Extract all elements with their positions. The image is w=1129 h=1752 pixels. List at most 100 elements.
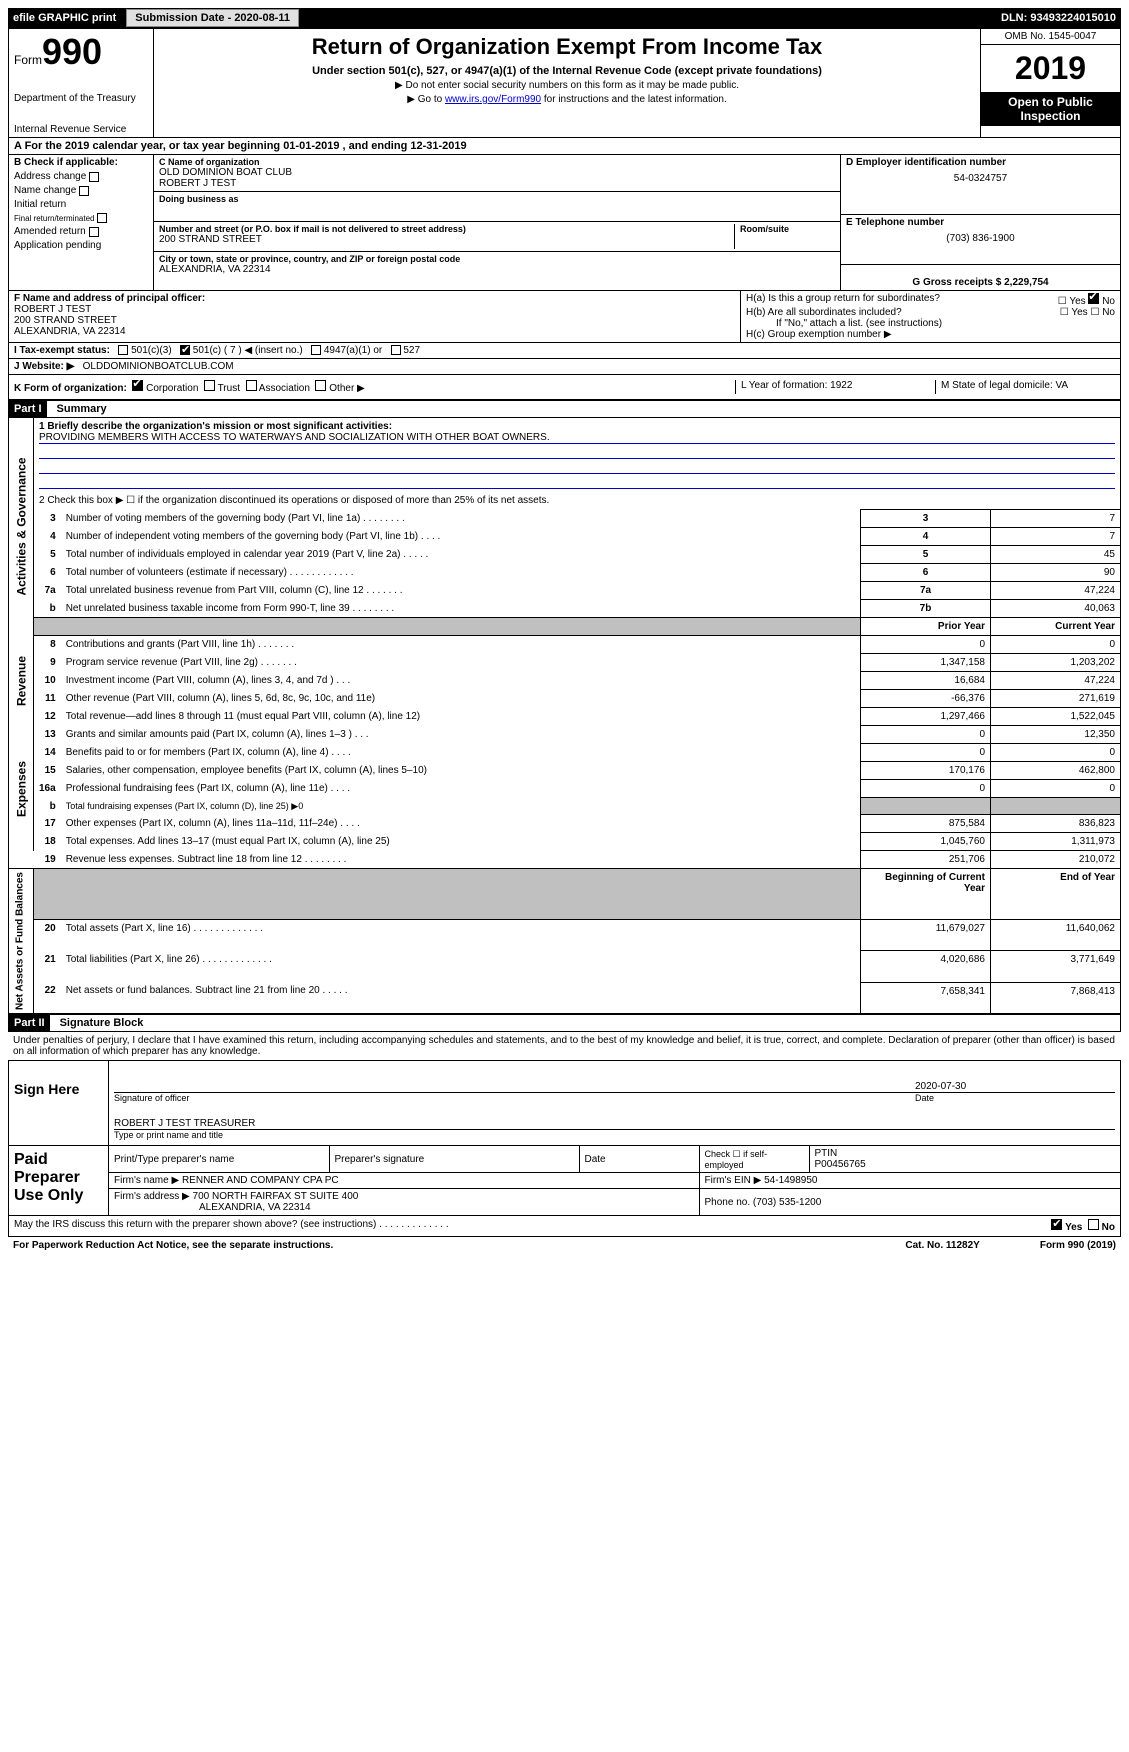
omb-number: OMB No. 1545-0047 (981, 29, 1120, 45)
grey-cell (991, 798, 1121, 815)
r3: 3 (861, 510, 991, 528)
v3: 7 (991, 510, 1121, 528)
sig-name: ROBERT J TEST TREASURER (114, 1118, 1115, 1129)
ssn-notice: ▶ Do not enter social security numbers o… (159, 80, 975, 91)
sign-content: 2020-07-30 Signature of officer Date ROB… (109, 1061, 1120, 1145)
city-row: City or town, state or province, country… (154, 252, 840, 282)
org-name-row: C Name of organization OLD DOMINION BOAT… (154, 155, 840, 192)
summary-table: Activities & Governance 1 Briefly descri… (8, 418, 1121, 1014)
cb-name-change: Name change (14, 185, 148, 196)
hb-yesno: ☐ Yes ☐ No (1060, 307, 1115, 318)
sig-date-val: 2020-07-30 (915, 1081, 1115, 1092)
dba-row: Doing business as (154, 192, 840, 222)
paid-content: Print/Type preparer's name Preparer's si… (109, 1146, 1120, 1215)
side-net-assets: Net Assets or Fund Balances (9, 869, 34, 1014)
k-label: K Form of organization: (14, 383, 127, 394)
checkbox-icon[interactable] (89, 172, 99, 182)
hb-label: H(b) Are all subordinates included? (746, 307, 1060, 318)
prep-name-hdr: Print/Type preparer's name (109, 1146, 329, 1173)
tel: (703) 836-1900 (846, 233, 1115, 244)
line1: 1 Briefly describe the organization's mi… (34, 418, 1121, 492)
part1-num: Part I (9, 401, 47, 417)
dln-label: DLN: 93493224015010 (1001, 12, 1116, 24)
column-b: B Check if applicable: Address change Na… (9, 155, 154, 290)
cb-pending: Application pending (14, 240, 148, 251)
form-num: 990 (42, 31, 102, 73)
blank-line (39, 459, 1115, 474)
mission: PROVIDING MEMBERS WITH ACCESS TO WATERWA… (39, 432, 1115, 444)
name-label: C Name of organization (159, 157, 835, 167)
org-name1: OLD DOMINION BOAT CLUB (159, 167, 835, 178)
f-name: ROBERT J TEST (14, 304, 735, 315)
firm-addr-cell: Firm's address ▶ 700 NORTH FAIRFAX ST SU… (109, 1189, 699, 1216)
room-label: Room/suite (740, 224, 835, 234)
ptin-cell: PTINP00456765 (809, 1146, 1120, 1173)
end-hdr: End of Year (991, 869, 1121, 920)
column-c: C Name of organization OLD DOMINION BOAT… (154, 155, 840, 290)
begin-hdr: Beginning of Current Year (861, 869, 991, 920)
dept2: Internal Revenue Service (14, 124, 148, 135)
form-word: Form (14, 53, 42, 67)
form-title: Return of Organization Exempt From Incom… (159, 34, 975, 60)
date-label: Date (915, 1093, 1115, 1103)
j-label: J Website: ▶ (14, 361, 74, 372)
street-row: Number and street (or P.O. box if mail i… (154, 222, 840, 252)
row-k: K Form of organization: Corporation Trus… (8, 375, 1121, 400)
ha-yesno: ☐ Yes No (1058, 293, 1115, 307)
prep-sig-hdr: Preparer's signature (329, 1146, 579, 1173)
firm-ein-cell: Firm's EIN ▶ 54-1498950 (699, 1173, 1120, 1189)
sign-here-label: Sign Here (9, 1061, 109, 1145)
blank-line (39, 444, 1115, 459)
org-name2: ROBERT J TEST (159, 178, 835, 189)
cb-other[interactable] (315, 380, 326, 391)
cb-final-return: Final return/terminated (14, 213, 148, 223)
row-f: F Name and address of principal officer:… (9, 291, 740, 342)
discuss-yesno: Yes No (1051, 1219, 1115, 1233)
header-left: Form 990 Department of the Treasury Inte… (9, 29, 154, 137)
cb-501c[interactable] (180, 345, 190, 355)
column-d: D Employer identification number 54-0324… (840, 155, 1120, 290)
sig-officer-line (114, 1081, 915, 1092)
checkbox-icon[interactable] (97, 213, 107, 223)
paid-section: Paid Preparer Use Only Print/Type prepar… (8, 1146, 1121, 1216)
tel-row: E Telephone number (703) 836-1900 (841, 215, 1120, 265)
header-center: Return of Organization Exempt From Incom… (154, 29, 980, 137)
sig-officer-label: Signature of officer (114, 1093, 915, 1103)
irs-link[interactable]: www.irs.gov/Form990 (445, 94, 541, 105)
ein-label: D Employer identification number (846, 157, 1115, 168)
cb-527[interactable] (391, 345, 401, 355)
form-number: Form 990 (14, 31, 148, 73)
cb-4947[interactable] (311, 345, 321, 355)
goto-post: for instructions and the latest informat… (541, 94, 727, 105)
dept1: Department of the Treasury (14, 93, 148, 104)
cb-501c3[interactable] (118, 345, 128, 355)
submission-date-button[interactable]: Submission Date - 2020-08-11 (126, 9, 299, 27)
part2-num: Part II (9, 1015, 50, 1031)
city: ALEXANDRIA, VA 22314 (159, 264, 835, 275)
t3: Number of voting members of the governin… (61, 510, 861, 528)
cb-corp[interactable] (132, 380, 143, 391)
grey-cell (34, 869, 861, 920)
street-label: Number and street (or P.O. box if mail i… (159, 224, 729, 234)
cb-assoc[interactable] (246, 380, 257, 391)
sign-section: Sign Here 2020-07-30 Signature of office… (8, 1061, 1121, 1146)
footer-left: For Paperwork Reduction Act Notice, see … (13, 1240, 333, 1251)
part1-title: Summary (47, 403, 107, 415)
website-row: J Website: ▶ OLDDOMINIONBOATCLUB.COM (9, 359, 1120, 374)
website: OLDDOMINIONBOATCLUB.COM (83, 361, 234, 372)
footer-mid: Cat. No. 11282Y (905, 1240, 979, 1251)
side-activities: Activities & Governance (9, 418, 34, 636)
firm-name-cell: Firm's name ▶ RENNER AND COMPANY CPA PC (109, 1173, 699, 1189)
efile-label: efile GRAPHIC print (13, 12, 116, 24)
form-header: Form 990 Department of the Treasury Inte… (8, 28, 1121, 138)
checkbox-icon[interactable] (79, 186, 89, 196)
tax-status: I Tax-exempt status: 501(c)(3) 501(c) ( … (9, 343, 1120, 358)
checkbox-icon[interactable] (89, 227, 99, 237)
cb-trust[interactable] (204, 380, 215, 391)
discuss-text: May the IRS discuss this return with the… (14, 1219, 449, 1233)
f-street: 200 STRAND STREET (14, 315, 735, 326)
ein-row: D Employer identification number 54-0324… (841, 155, 1120, 215)
i-label: I Tax-exempt status: (14, 345, 110, 356)
n3: 3 (34, 510, 61, 528)
col-b-header: B Check if applicable: (14, 157, 148, 168)
